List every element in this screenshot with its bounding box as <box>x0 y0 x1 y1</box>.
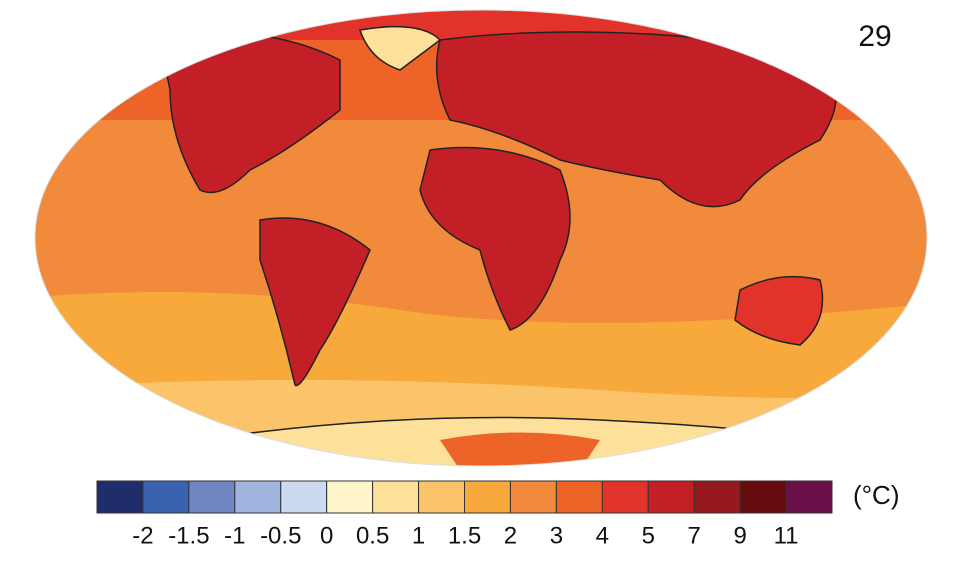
colorbar-swatch <box>418 480 465 514</box>
colorbar-label: -1 <box>224 522 245 549</box>
globe-outline <box>34 9 928 467</box>
colorbar-swatch <box>188 480 236 514</box>
panel-label: 29 <box>858 20 891 53</box>
colorbar-swatch <box>785 480 833 514</box>
map <box>35 10 927 466</box>
colorbar-label: 2 <box>504 522 517 549</box>
colorbar-swatch <box>326 480 374 514</box>
colorbar-label: 9 <box>733 522 746 549</box>
colorbar-label: -2 <box>132 522 153 549</box>
colorbar-label: 3 <box>550 522 563 549</box>
colorbar-label: 5 <box>642 522 655 549</box>
colorbar-swatch <box>693 480 741 514</box>
colorbar-label: 0 <box>320 522 333 549</box>
colorbar-swatch <box>234 480 282 514</box>
colorbar: -2 -1.5 -1 -0.5 0 0.5 1 1.5 2 3 4 5 7 9 11 <box>96 480 833 549</box>
colorbar-label: 7 <box>688 522 701 549</box>
colorbar-swatch <box>555 480 603 514</box>
colorbar-label: 1 <box>412 522 425 549</box>
colorbar-label: -1.5 <box>168 522 209 549</box>
colorbar-label: -0.5 <box>260 522 301 549</box>
colorbar-swatch <box>96 480 144 514</box>
colorbar-label: 11 <box>774 522 799 549</box>
colorbar-swatch <box>509 480 557 514</box>
colorbar-swatch <box>280 480 328 514</box>
colorbar-swatch <box>647 480 695 514</box>
colorbar-label: 0.5 <box>356 522 389 549</box>
colorbar-label: 1.5 <box>448 522 481 549</box>
colorbar-label: 4 <box>596 522 609 549</box>
colorbar-swatch <box>739 480 787 514</box>
colorbar-unit: (°C) <box>853 480 900 510</box>
colorbar-swatch <box>601 480 649 514</box>
colorbar-swatch <box>464 480 511 514</box>
colorbar-swatch <box>142 480 190 514</box>
colorbar-swatch <box>372 480 420 514</box>
